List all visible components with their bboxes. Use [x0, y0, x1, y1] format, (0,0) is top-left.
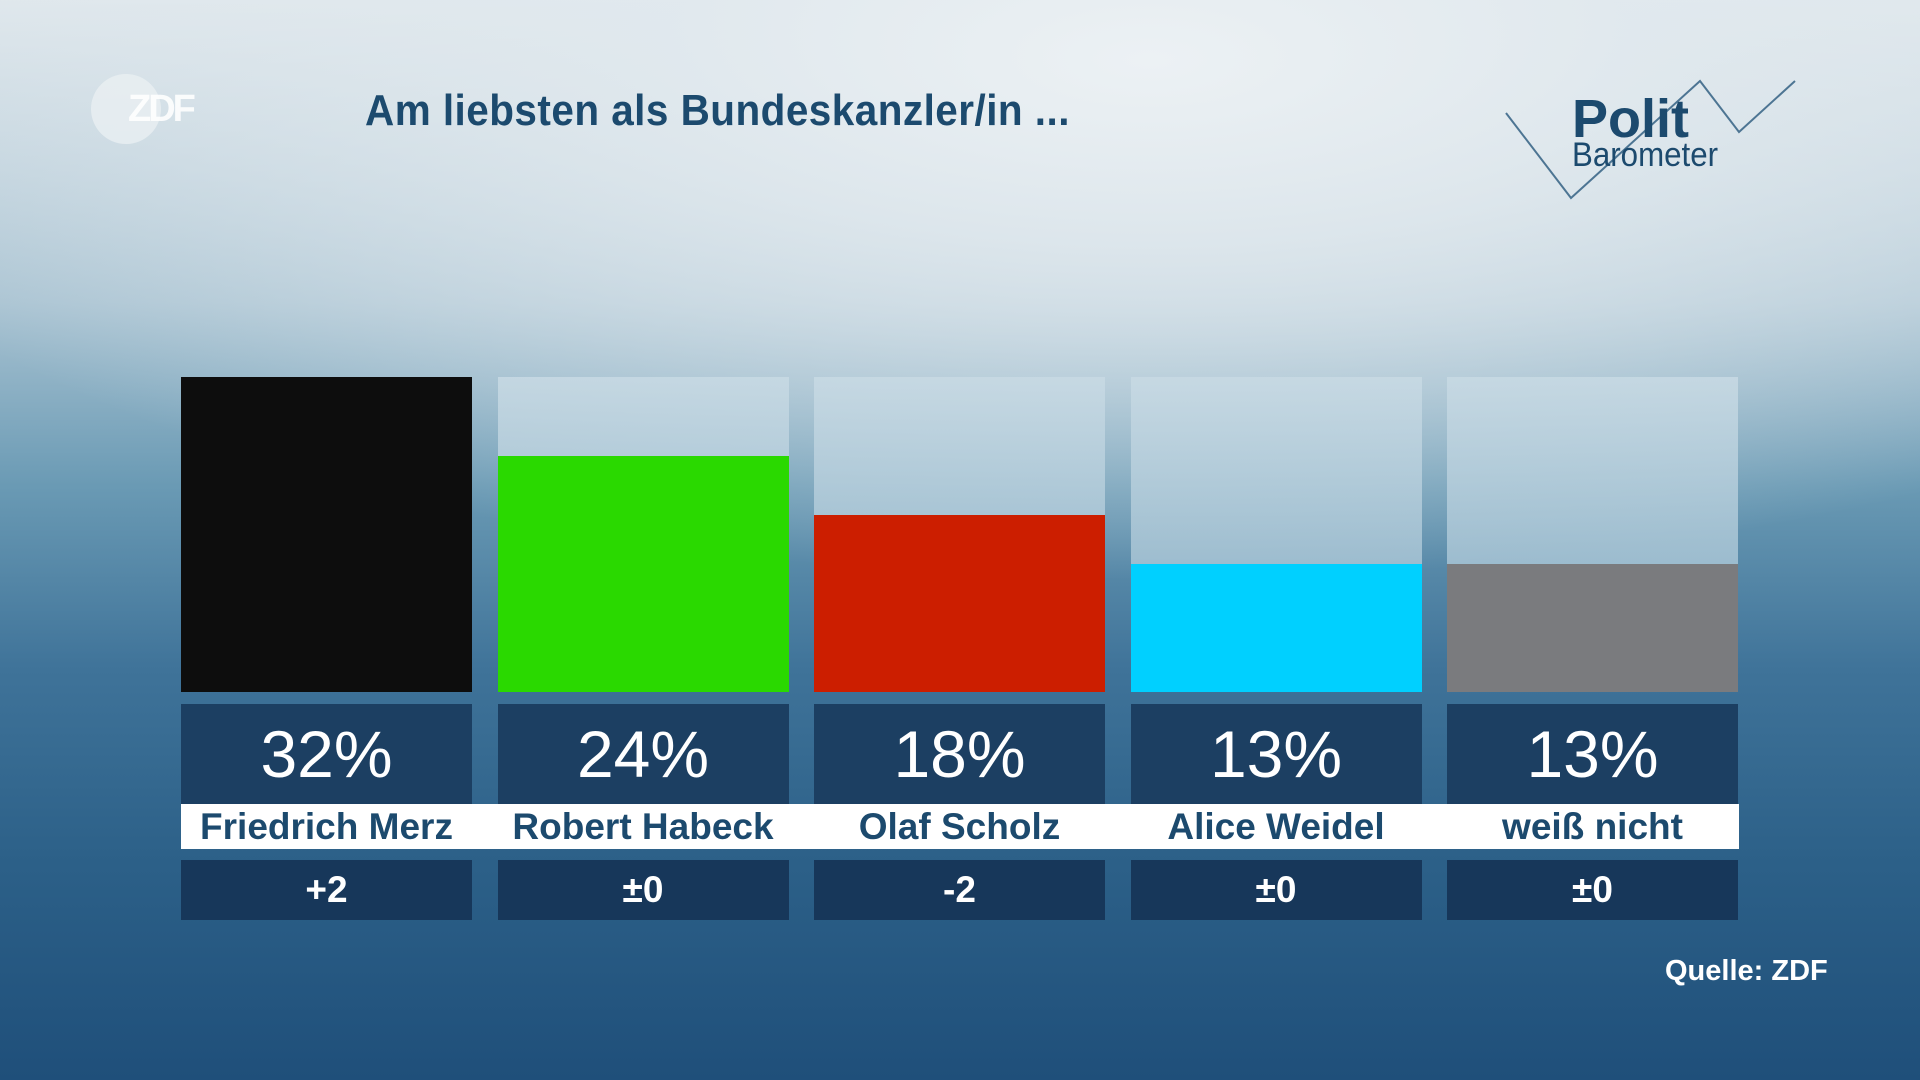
value-label: 13% [1447, 704, 1738, 804]
zdf-logo-circle [91, 74, 161, 144]
bar-track [814, 377, 1105, 692]
change-label: -2 [814, 860, 1105, 920]
name-strip [181, 804, 1739, 849]
change-label: ±0 [497, 860, 789, 920]
bar [181, 377, 472, 692]
source-label: Quelle: ZDF [1665, 955, 1828, 987]
bar-track [1447, 377, 1738, 692]
brand-polit: Polit [1572, 89, 1689, 149]
value-label: 32% [181, 704, 472, 804]
bar-track [497, 377, 789, 692]
bar [814, 514, 1105, 692]
brand-barometer: Barometer [1572, 136, 1719, 174]
change-label: +2 [181, 860, 472, 920]
page-title: Am liebsten als Bundeskanzler/in ... [365, 86, 1070, 135]
change-label: ±0 [1447, 860, 1738, 920]
bar-track [1130, 377, 1422, 692]
category-label: Robert Habeck [512, 806, 774, 847]
value-label: 18% [814, 704, 1105, 804]
bar [497, 455, 789, 692]
bar-track [181, 377, 472, 692]
value-label: 13% [1130, 704, 1422, 804]
category-label: Olaf Scholz [858, 806, 1061, 847]
bar [1447, 564, 1738, 692]
change-label: ±0 [1130, 860, 1422, 920]
bar [1130, 564, 1422, 692]
zdf-logo: ZDF [128, 88, 196, 130]
value-label: 24% [497, 704, 789, 804]
category-label: Friedrich Merz [200, 806, 453, 847]
category-label: weiß nicht [1502, 806, 1683, 847]
barometer-zigzag-icon [1505, 79, 1796, 200]
category-label: Alice Weidel [1167, 806, 1385, 847]
